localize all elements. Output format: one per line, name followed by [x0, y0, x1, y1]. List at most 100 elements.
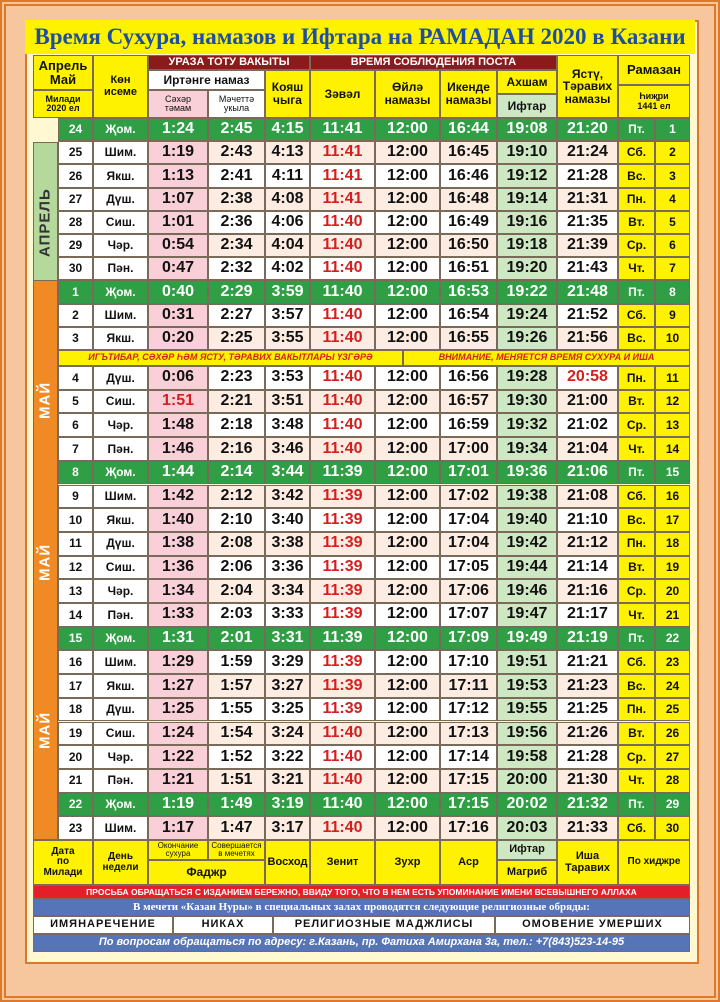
table-cell: 1:48 [148, 413, 208, 438]
footer-cell: Магриб [497, 860, 557, 885]
table-cell: 3:27 [265, 674, 310, 698]
table-cell: 21:26 [557, 721, 618, 746]
table-cell: Пән. [93, 437, 148, 461]
table-cell: Ср. [618, 413, 655, 438]
table-cell: 20:03 [497, 816, 557, 840]
table-cell: Сб. [618, 816, 655, 840]
table-cell: 23 [655, 650, 690, 675]
table-cell: 3:55 [265, 326, 310, 350]
table-cell: 10 [655, 326, 690, 350]
table-cell: 12:00 [375, 603, 440, 627]
table-cell: 4 [655, 187, 690, 211]
table-cell: 2:21 [208, 389, 265, 414]
footer-cell: Зенит [310, 840, 375, 885]
table-cell: Чәр. [93, 413, 148, 438]
table-cell: 21:12 [557, 531, 618, 556]
table-cell: 26 [655, 721, 690, 746]
table-cell: Сиш. [93, 389, 148, 414]
table-cell: Ср. [618, 745, 655, 769]
table-cell: Чәр. [93, 234, 148, 258]
table-cell: 8 [58, 460, 93, 485]
table-cell: Чт. [618, 437, 655, 461]
table-cell: Пт. [618, 792, 655, 817]
table-cell: 19:12 [497, 164, 557, 188]
table-cell: 16:51 [440, 257, 497, 281]
table-cell: 13 [58, 579, 93, 603]
table-cell: 14 [655, 437, 690, 461]
table-cell: 28 [655, 768, 690, 793]
table-cell: 17:11 [440, 674, 497, 698]
table-cell: 3 [58, 326, 93, 350]
table-cell: 1:33 [148, 603, 208, 627]
notice: ИГЪТИБАР, СӘХӘР ҺӘМ ЯСТУ, ТӘРАВИХ ВАКЫТЛ… [58, 350, 403, 366]
table-cell: 2:10 [208, 508, 265, 532]
table-cell: 21:04 [557, 437, 618, 461]
table-cell: 12:00 [375, 234, 440, 258]
table-cell: 7 [58, 437, 93, 461]
table-cell: 1:47 [208, 816, 265, 840]
table-cell: 21 [58, 768, 93, 793]
table-cell: Пн. [618, 697, 655, 722]
table-cell: 2:16 [208, 437, 265, 461]
table-cell: 4:13 [265, 141, 310, 165]
table-cell: 19:22 [497, 280, 557, 304]
table-cell: Пән. [93, 603, 148, 627]
table-cell: Дүш. [93, 697, 148, 722]
table-cell: Якш. [93, 674, 148, 698]
table-cell: 17:07 [440, 603, 497, 627]
table-cell: 4 [58, 366, 93, 390]
table-cell: 21:32 [557, 792, 618, 817]
table-cell: 16:45 [440, 141, 497, 165]
table-cell: 19:20 [497, 257, 557, 281]
table-cell: 12:00 [375, 141, 440, 165]
table-cell: 2:41 [208, 164, 265, 188]
table-cell: 21:35 [557, 210, 618, 234]
table-cell: 2:01 [208, 626, 265, 651]
table-cell: 21:56 [557, 326, 618, 350]
table-cell: Шим. [93, 303, 148, 327]
table-cell: 17:05 [440, 555, 497, 580]
table-cell: 19:28 [497, 366, 557, 390]
table-cell: 18 [655, 531, 690, 556]
table-cell: 17:12 [440, 697, 497, 722]
table-cell: 11:41 [310, 164, 375, 188]
header-cell: Көн исеме [93, 55, 148, 118]
header-cell: Рамазан [618, 55, 690, 85]
table-cell: 0:54 [148, 234, 208, 258]
table-cell: 1:51 [148, 389, 208, 414]
table-cell: Ср. [618, 234, 655, 258]
table-cell: 19:56 [497, 721, 557, 746]
table-cell: Пн. [618, 531, 655, 556]
table-cell: 1:21 [148, 768, 208, 793]
month-label: МАЙ [36, 381, 54, 419]
table-cell: 21:17 [557, 603, 618, 627]
table-cell: 19:34 [497, 437, 557, 461]
footer-cell: По хиджре [618, 840, 690, 885]
table-cell: 1:24 [148, 721, 208, 746]
table-cell: Вс. [618, 508, 655, 532]
table-cell: 1 [655, 118, 690, 142]
table-cell: 3:51 [265, 389, 310, 414]
table-cell: Пт. [618, 280, 655, 304]
month-label: МАЙ [36, 543, 54, 581]
table-cell: 12:00 [375, 555, 440, 580]
table-cell: 3:38 [265, 531, 310, 556]
footer-cell: Окончание сухура [148, 840, 208, 860]
table-cell: 4:11 [265, 164, 310, 188]
table-cell: 19:18 [497, 234, 557, 258]
table-cell: 20:02 [497, 792, 557, 817]
table-cell: 17:04 [440, 531, 497, 556]
table-cell: 11:39 [310, 555, 375, 580]
table-cell: 21:30 [557, 768, 618, 793]
table-cell: 1:27 [148, 674, 208, 698]
table-cell: 1:38 [148, 531, 208, 556]
table-cell: 2:43 [208, 141, 265, 165]
table-cell: 20 [58, 745, 93, 769]
table-cell: 21:24 [557, 141, 618, 165]
table-cell: 16:48 [440, 187, 497, 211]
table-cell: 20 [655, 579, 690, 603]
table-cell: 12:00 [375, 816, 440, 840]
table-cell: 1:22 [148, 745, 208, 769]
table-cell: Шим. [93, 816, 148, 840]
table-cell: 11 [655, 366, 690, 390]
